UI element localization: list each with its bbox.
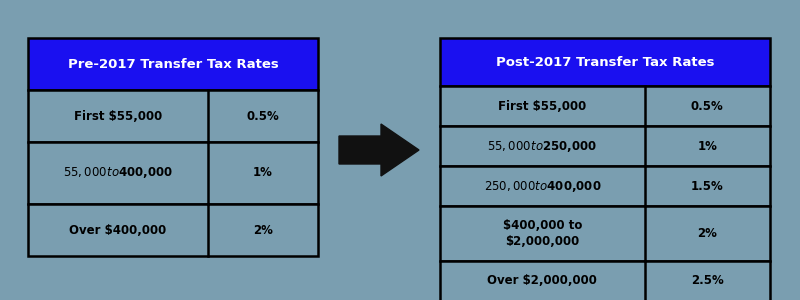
FancyArrow shape	[339, 124, 419, 176]
Bar	[440, 166, 770, 206]
Text: Over $400,000: Over $400,000	[70, 224, 166, 236]
Text: $55,000 to $400,000: $55,000 to $400,000	[63, 166, 173, 181]
Bar	[440, 261, 770, 300]
Text: 0.5%: 0.5%	[246, 110, 279, 122]
Text: $400,000 to
$2,000,000: $400,000 to $2,000,000	[502, 219, 582, 248]
Text: 2%: 2%	[253, 224, 273, 236]
Text: 1%: 1%	[253, 167, 273, 179]
Text: Pre-2017 Transfer Tax Rates: Pre-2017 Transfer Tax Rates	[68, 58, 278, 70]
Bar	[440, 126, 770, 166]
Text: $250,000 to $400,000: $250,000 to $400,000	[483, 178, 601, 194]
Bar	[440, 206, 770, 261]
Bar	[28, 142, 318, 204]
Bar	[28, 90, 318, 142]
Bar	[28, 38, 318, 90]
Text: Post-2017 Transfer Tax Rates: Post-2017 Transfer Tax Rates	[496, 56, 714, 68]
Text: 1%: 1%	[698, 140, 718, 152]
Text: 0.5%: 0.5%	[691, 100, 724, 112]
Text: 2%: 2%	[698, 227, 718, 240]
Text: Over $2,000,000: Over $2,000,000	[487, 274, 598, 287]
Text: $55,000 to $250,000: $55,000 to $250,000	[487, 139, 598, 154]
Text: First $55,000: First $55,000	[74, 110, 162, 122]
Bar	[28, 204, 318, 256]
Bar	[440, 86, 770, 126]
Text: 2.5%: 2.5%	[691, 274, 724, 287]
Bar	[440, 38, 770, 86]
Text: 1.5%: 1.5%	[691, 179, 724, 193]
Text: First $55,000: First $55,000	[498, 100, 586, 112]
